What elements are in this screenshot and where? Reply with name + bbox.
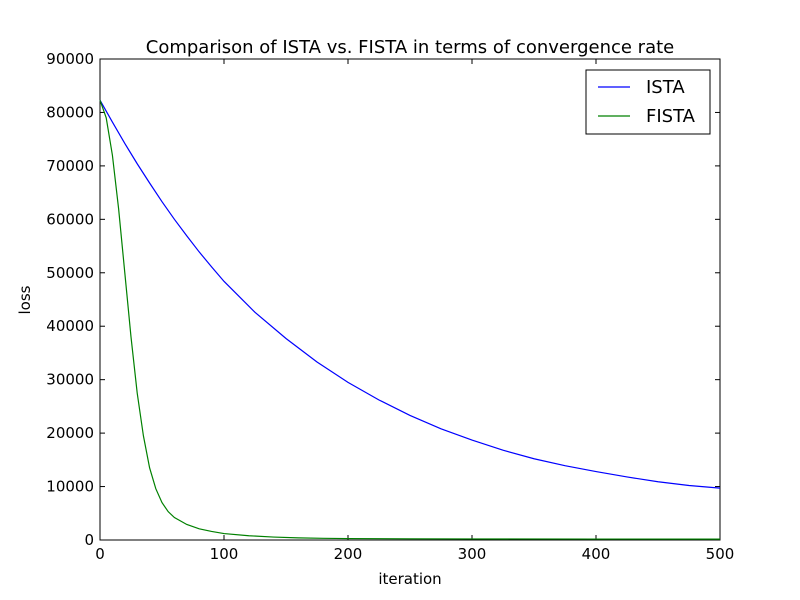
legend-label-fista: FISTA (646, 106, 696, 127)
y-tick-label: 90000 (46, 50, 94, 68)
y-tick-label: 10000 (46, 478, 94, 496)
legend-label-ista: ISTA (646, 77, 685, 98)
x-tick-label: 400 (582, 545, 611, 563)
y-axis-label: loss (16, 285, 34, 314)
chart-title: Comparison of ISTA vs. FISTA in terms of… (146, 37, 674, 58)
y-tick-label: 0 (84, 531, 94, 549)
x-tick-label: 100 (210, 545, 239, 563)
y-tick-label: 30000 (46, 371, 94, 389)
series-line-fista (99, 99, 721, 540)
x-tick-label: 200 (334, 545, 363, 563)
x-tick-label: 0 (95, 545, 105, 563)
x-tick-label: 500 (706, 545, 735, 563)
series-lines (99, 99, 721, 540)
x-axis-label: iteration (378, 570, 441, 588)
y-tick-label: 20000 (46, 424, 94, 442)
y-tick-label: 70000 (46, 157, 94, 175)
legend: ISTA FISTA (585, 69, 711, 135)
series-line-ista (99, 99, 721, 489)
y-tick-label: 60000 (46, 210, 94, 228)
y-tick-label: 80000 (46, 103, 94, 121)
tick-labels: 0 100 200 300 400 500 0 10000 20000 30000 40000 500… (46, 50, 734, 563)
x-tick-label: 300 (458, 545, 487, 563)
legend-box (585, 69, 711, 135)
y-tick-label: 40000 (46, 317, 94, 335)
y-tick-label: 50000 (46, 264, 94, 282)
plot-area (99, 58, 721, 541)
